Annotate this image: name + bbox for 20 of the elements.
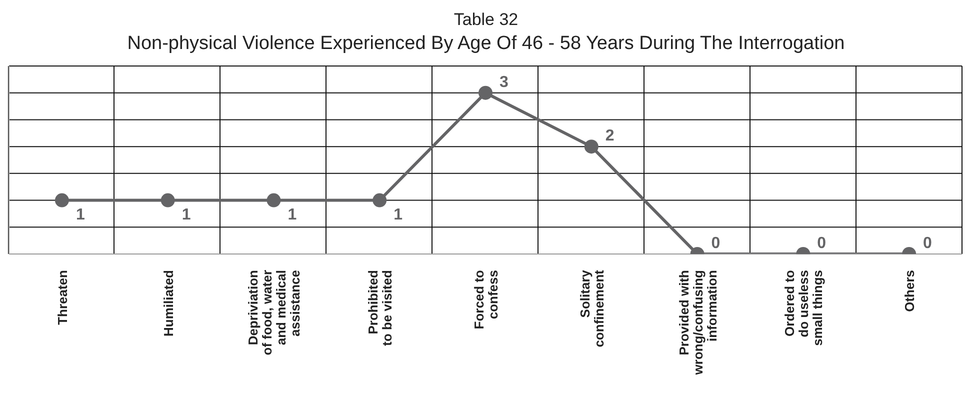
chart-subtitle: Non-physical Violence Experienced By Age Of 46 - 58 Years During The Interrogation: [126, 32, 846, 56]
chart-title: Table 32: [452, 9, 520, 31]
data-label: 1: [394, 206, 403, 224]
x-tick-label: Threaten: [54, 270, 70, 325]
data-label: 3: [500, 74, 508, 91]
data-label: 1: [76, 206, 85, 224]
data-label: 2: [605, 128, 614, 145]
x-tick-label: Ordered to do useless small things: [782, 270, 826, 346]
data-label: 1: [288, 206, 297, 224]
x-tick-label: Forced to confess: [472, 270, 500, 330]
data-label: 1: [182, 206, 191, 224]
x-tick-label: Depriviation of food, water and medical assistance: [246, 270, 303, 356]
x-tick-label: Prohibited to be visited: [366, 270, 395, 346]
data-label: 0: [817, 235, 826, 252]
data-label: 0: [711, 235, 720, 252]
x-tick-label: Others: [902, 270, 918, 312]
x-tick-label: Solitary confinement: [577, 269, 606, 348]
x-tick-label: Humiliated: [160, 270, 176, 336]
x-tick-label: Provided with wrong/confusing information: [676, 270, 720, 376]
data-label: 0: [923, 235, 932, 252]
